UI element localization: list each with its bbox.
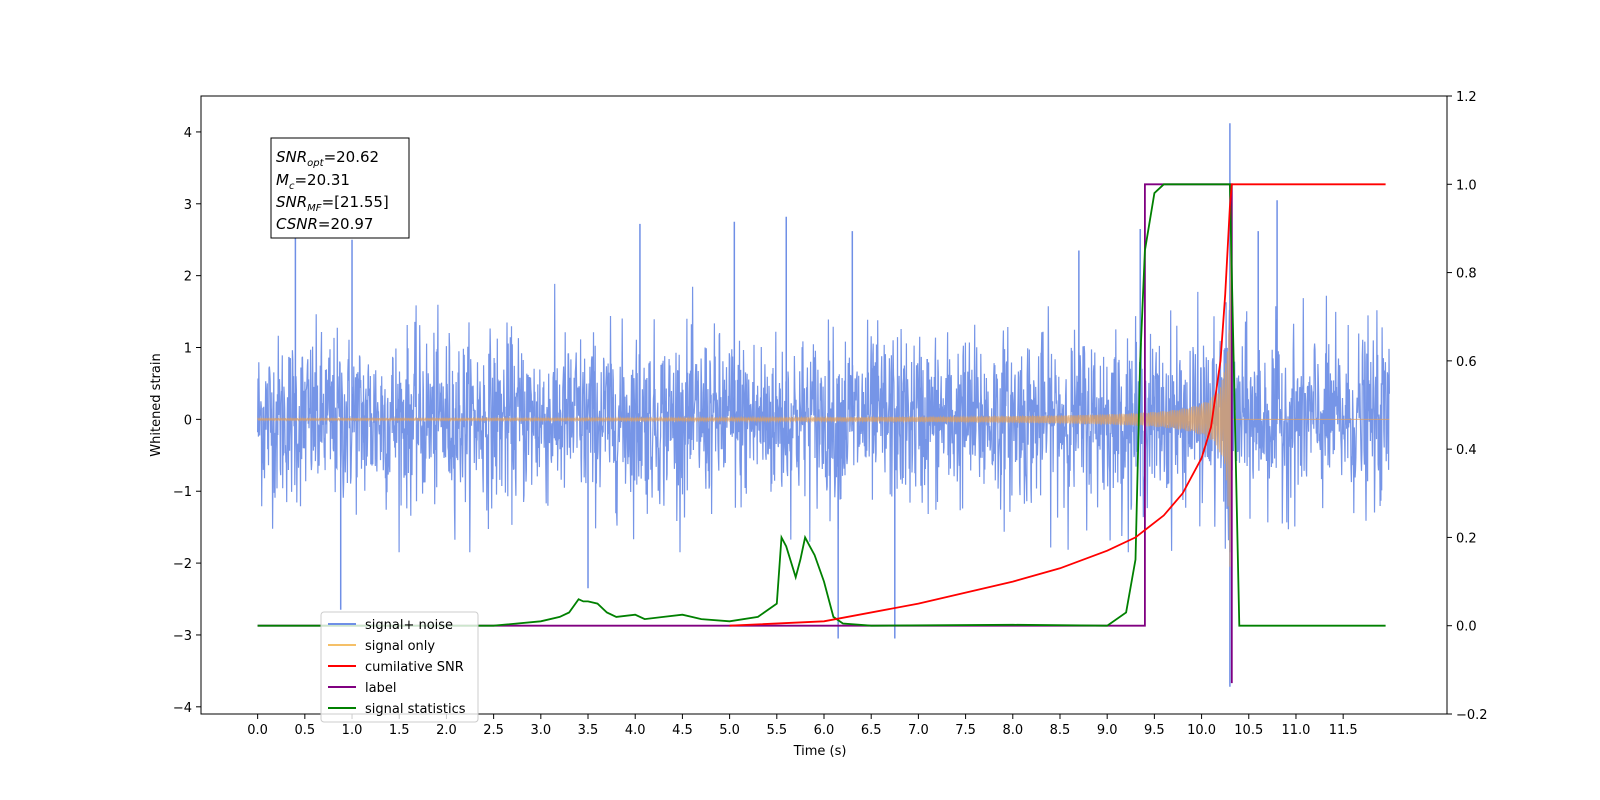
series-signal-noise — [257, 243, 1390, 553]
x-tick-label: 11.5 — [1329, 723, 1358, 738]
legend: signal+ noise signal only cumilative SNR… — [320, 611, 479, 723]
series-layer — [257, 123, 1390, 687]
x-tick-label: 2.5 — [483, 723, 504, 738]
legend-label-signal-only: signal only — [365, 639, 435, 654]
legend-label-signal-noise: signal+ noise — [365, 618, 453, 633]
x-tick-label: 1.5 — [389, 723, 410, 738]
y-tick-label: 3 — [184, 198, 192, 213]
y2-tick-label: 0.6 — [1456, 355, 1477, 370]
x-tick-label: 8.5 — [1050, 723, 1071, 738]
x-tick-label: 3.0 — [530, 723, 551, 738]
x-tick-label: 7.0 — [908, 723, 929, 738]
y2-tick-label: 0.0 — [1456, 620, 1477, 635]
x-tick-label: 7.5 — [955, 723, 976, 738]
annotation-csnr: CSNR=20.97 — [276, 215, 373, 233]
annotation-snr-mf: SNRMF=[21.55] — [276, 193, 389, 214]
y2-tick-label: 0.2 — [1456, 531, 1477, 546]
y-tick-label: 0 — [184, 413, 192, 428]
annotation-box: SNRopt=20.62 Mc=20.31 SNRMF=[21.55] CSNR… — [270, 137, 410, 239]
x-tick-label: 5.0 — [719, 723, 740, 738]
x-axis-title: Time (s) — [793, 744, 847, 759]
x-tick-label: 4.0 — [625, 723, 646, 738]
axes-layer: 0.0 0.5 1.0 1.5 2.0 2.5 3.0 3.5 4.0 4.5 5.0 5.5 6.0 6… — [173, 90, 1488, 738]
y-tick-label: −1 — [173, 485, 192, 500]
annotation-frame — [270, 137, 410, 239]
x-tick-label: 5.5 — [766, 723, 787, 738]
y-tick-label: 2 — [184, 270, 192, 285]
y2-tick-label: 1.0 — [1456, 178, 1477, 193]
annotation-snr-opt: SNRopt=20.62 — [276, 148, 379, 169]
x-tick-label: 0.0 — [247, 723, 268, 738]
y-tick-label: −3 — [173, 629, 192, 644]
y2-tick-label: 0.4 — [1456, 443, 1477, 458]
x-tick-label: 1.0 — [342, 723, 363, 738]
legend-label-signal-statistics: signal statistics — [365, 702, 466, 717]
series-label — [257, 183, 1233, 684]
series-signal-statistics — [257, 183, 1386, 627]
x-tick-label: 6.5 — [861, 723, 882, 738]
y-tick-label: 4 — [184, 126, 192, 141]
series-signal-only — [257, 219, 1390, 629]
legend-label-label: label — [365, 681, 396, 696]
y-axis-title: Whitened strain — [149, 353, 164, 456]
y-tick-label: −2 — [173, 557, 192, 572]
y2-tick-label: 0.8 — [1456, 267, 1477, 282]
x-tick-label: 8.0 — [1002, 723, 1023, 738]
y-tick-label: −4 — [173, 701, 192, 716]
x-tick-label: 3.5 — [578, 723, 599, 738]
x-tick-label: 0.5 — [294, 723, 315, 738]
x-tick-label: 10.0 — [1187, 723, 1216, 738]
x-tick-label: 2.0 — [436, 723, 457, 738]
series-cumulative-snr — [729, 183, 1386, 627]
legend-label-cumulative-snr: cumilative SNR — [365, 660, 464, 675]
y-tick-label: 1 — [184, 342, 192, 357]
x-tick-label: 10.5 — [1234, 723, 1263, 738]
x-tick-label: 6.0 — [814, 723, 835, 738]
y2-tick-label: −0.2 — [1456, 708, 1488, 723]
annotation-mc: Mc=20.31 — [276, 171, 350, 192]
x-tick-label: 11.0 — [1281, 723, 1310, 738]
x-tick-label: 9.5 — [1144, 723, 1165, 738]
x-tick-label: 4.5 — [672, 723, 693, 738]
y2-tick-label: 1.2 — [1456, 90, 1477, 105]
x-tick-label: 9.0 — [1097, 723, 1118, 738]
legend-frame — [320, 611, 479, 723]
